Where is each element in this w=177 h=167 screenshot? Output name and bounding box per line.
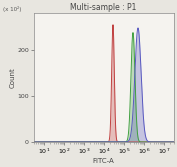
Title: Multi-sample : P1: Multi-sample : P1 bbox=[70, 4, 137, 13]
X-axis label: FITC-A: FITC-A bbox=[93, 157, 115, 163]
Y-axis label: Count: Count bbox=[10, 67, 16, 88]
Text: (x 10²): (x 10²) bbox=[3, 6, 21, 12]
